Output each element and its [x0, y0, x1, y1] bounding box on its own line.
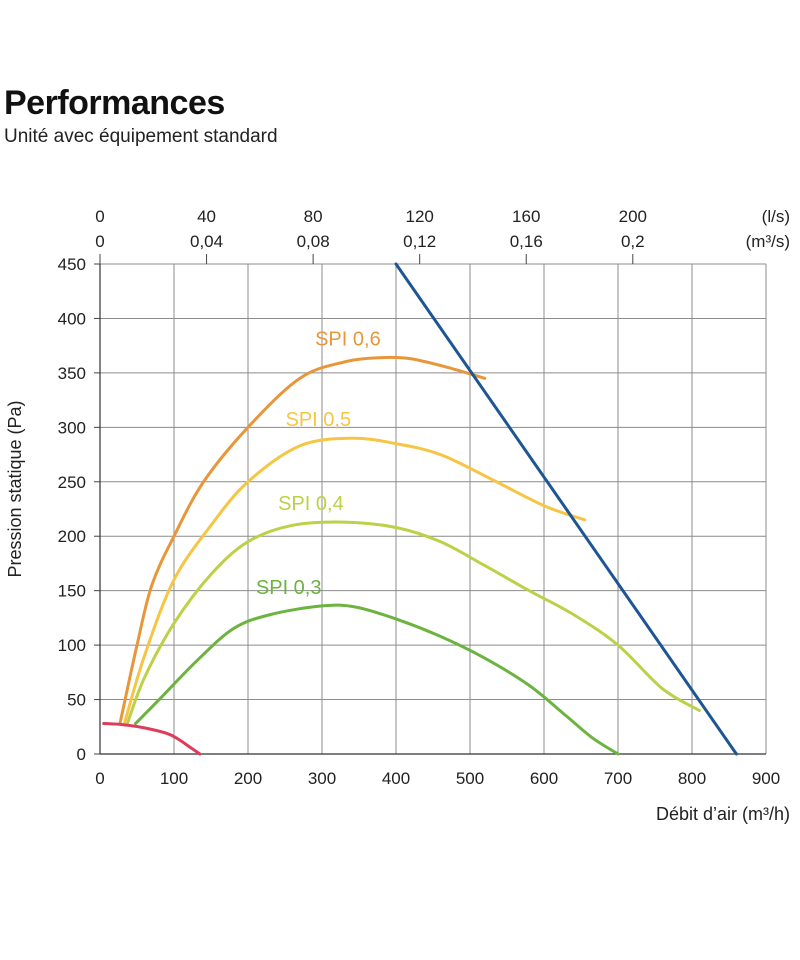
chart-series	[102, 262, 738, 756]
top-m3s-tick-label: 0,2	[621, 232, 645, 251]
x-tick-label: 500	[456, 769, 484, 788]
chart-labels: SPI 0,6 SPI 0,5 SPI 0,4 SPI 0,3	[256, 329, 381, 599]
top-m3s-tick-label: 0,04	[190, 232, 223, 251]
x-tick-label: 200	[234, 769, 262, 788]
top-ls-tick-label: 40	[197, 207, 216, 226]
x-tick-label: 400	[382, 769, 410, 788]
top-m3s-tick-label: 0	[95, 232, 104, 251]
series-spi-0-6-label: SPI 0,6	[315, 329, 381, 351]
x-tick-label: 300	[308, 769, 336, 788]
top-m3s-tick-label: 0,08	[297, 232, 330, 251]
chart-axes: 0 100 200 300 400 500 600 700 800 900050100150200…	[5, 207, 790, 824]
series-spi-0-5	[122, 436, 587, 726]
x-tick-label: 700	[604, 769, 632, 788]
top-ls-tick-label: 120	[405, 207, 433, 226]
y-tick-label: 250	[58, 473, 86, 492]
series-spi-0-4-label: SPI 0,4	[278, 493, 344, 515]
x-tick-label: 600	[530, 769, 558, 788]
series-line-5	[102, 722, 202, 756]
y-tick-label: 400	[58, 309, 86, 328]
y-tick-label: 50	[67, 691, 86, 710]
x-tick-label: 100	[160, 769, 188, 788]
x-tick-label: 800	[678, 769, 706, 788]
y-tick-label: 200	[58, 527, 86, 546]
page-subtitle: Unité avec équipement standard	[4, 126, 278, 147]
chart-grid	[99, 263, 767, 755]
top-ls-tick-label: 80	[304, 207, 323, 226]
top-m3s-tick-label: 0,12	[403, 232, 436, 251]
y-tick-label: 350	[58, 364, 86, 383]
y-tick-label: 0	[77, 745, 86, 764]
series-spi-0-3	[134, 603, 620, 756]
top-ls-tick-label: 160	[512, 207, 540, 226]
top-ls-unit: (l/s)	[762, 207, 790, 226]
x-tick-label: 0	[95, 769, 104, 788]
page-title: Performances	[4, 84, 225, 122]
series-spi-0-3-label: SPI 0,3	[256, 577, 322, 599]
top-m3s-unit: (m³/s)	[746, 232, 790, 251]
series-spi-0-5-label: SPI 0,5	[285, 409, 351, 431]
y-axis-label: Pression statique (Pa)	[5, 400, 25, 577]
top-ls-tick-label: 200	[619, 207, 647, 226]
top-m3s-tick-label: 0,16	[510, 232, 543, 251]
top-ls-tick-label: 0	[95, 207, 104, 226]
x-tick-label: 900	[752, 769, 780, 788]
x-axis-label: Débit d’air (m³/h)	[656, 804, 790, 824]
y-tick-label: 450	[58, 255, 86, 274]
series-spi-0-4	[125, 520, 701, 726]
y-tick-label: 300	[58, 418, 86, 437]
y-tick-label: 150	[58, 582, 86, 601]
series-line-4	[394, 262, 738, 756]
y-tick-label: 100	[58, 636, 86, 655]
series-spi-0-6	[118, 355, 487, 726]
